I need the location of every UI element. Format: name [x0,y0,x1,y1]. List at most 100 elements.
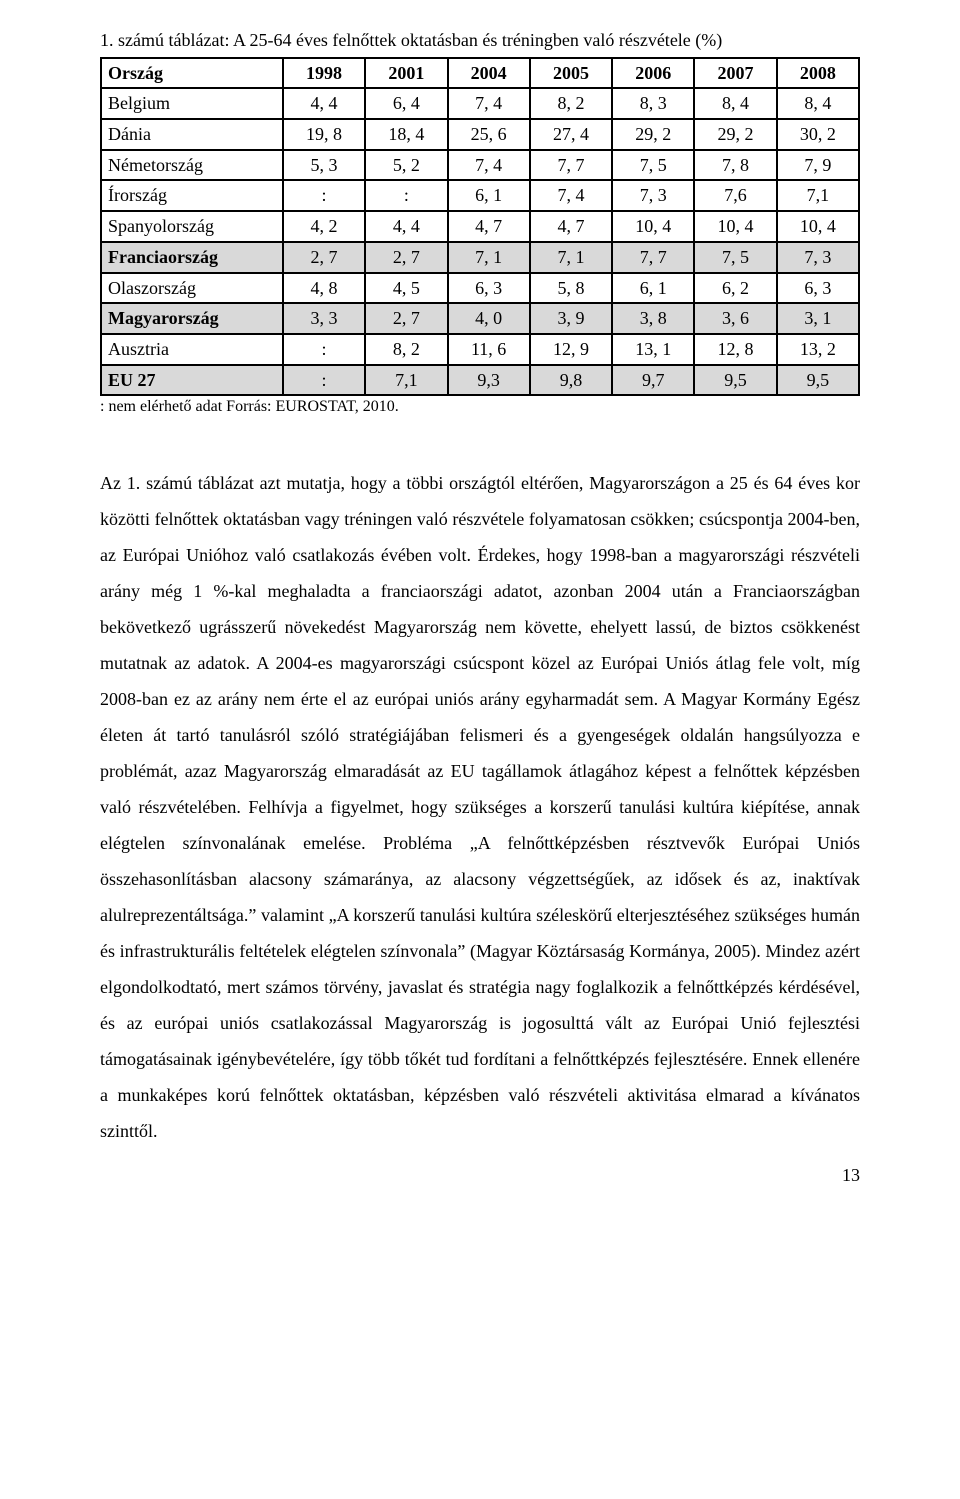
table-cell: 25, 6 [448,119,530,150]
table-row: Franciaország2, 72, 77, 17, 17, 77, 57, … [101,242,859,273]
table-cell: 5, 3 [283,150,365,181]
col-country: Ország [101,58,283,89]
table-cell: : [283,180,365,211]
table-row: Ausztria:8, 211, 612, 913, 112, 813, 2 [101,334,859,365]
table-cell: 5, 2 [365,150,447,181]
table-cell: 7, 8 [694,150,776,181]
table-row: Spanyolország4, 24, 44, 74, 710, 410, 41… [101,211,859,242]
table-cell: 7, 5 [612,150,694,181]
table-cell: 6, 4 [365,88,447,119]
col-2007: 2007 [694,58,776,89]
table-cell: Magyarország [101,303,283,334]
table-cell: 7, 1 [448,242,530,273]
col-2001: 2001 [365,58,447,89]
table-cell: Dánia [101,119,283,150]
table-cell: 8, 2 [365,334,447,365]
table-cell: 3, 3 [283,303,365,334]
table-cell: 11, 6 [448,334,530,365]
table-cell: 6, 1 [448,180,530,211]
table-cell: 9,7 [612,365,694,396]
table-cell: : [283,334,365,365]
table-cell: 6, 2 [694,273,776,304]
table-cell: 7, 4 [530,180,612,211]
table-cell: 7, 4 [448,150,530,181]
table-cell: 10, 4 [694,211,776,242]
table-cell: 3, 1 [777,303,859,334]
table-cell: 2, 7 [283,242,365,273]
table-cell: 7,1 [777,180,859,211]
table-row: Magyarország3, 32, 74, 03, 93, 83, 63, 1 [101,303,859,334]
table-cell: 8, 4 [694,88,776,119]
table-cell: 6, 1 [612,273,694,304]
table-cell: 4, 2 [283,211,365,242]
table-cell: : [283,365,365,396]
body-paragraph: Az 1. számú táblázat azt mutatja, hogy a… [100,465,860,1149]
table-cell: 29, 2 [612,119,694,150]
table-cell: 30, 2 [777,119,859,150]
table-cell: 7, 3 [777,242,859,273]
table-cell: 4, 4 [283,88,365,119]
table-cell: 10, 4 [612,211,694,242]
table-cell: Ausztria [101,334,283,365]
table-cell: 8, 4 [777,88,859,119]
col-2004: 2004 [448,58,530,89]
table-cell: 4, 0 [448,303,530,334]
table-cell: 13, 1 [612,334,694,365]
table-cell: 12, 8 [694,334,776,365]
table-cell: : [365,180,447,211]
table-cell: 19, 8 [283,119,365,150]
table-cell: 3, 6 [694,303,776,334]
participation-table: Ország 1998 2001 2004 2005 2006 2007 200… [100,57,860,397]
table-cell: Németország [101,150,283,181]
table-cell: 18, 4 [365,119,447,150]
table-cell: 8, 2 [530,88,612,119]
table-cell: 2, 7 [365,303,447,334]
table-cell: 4, 7 [448,211,530,242]
table-cell: 7, 7 [612,242,694,273]
table-cell: 6, 3 [777,273,859,304]
page-number: 13 [100,1165,860,1186]
table-cell: Franciaország [101,242,283,273]
table-cell: 9,8 [530,365,612,396]
col-2008: 2008 [777,58,859,89]
table-cell: 7, 1 [530,242,612,273]
table-cell: 4, 4 [365,211,447,242]
table-cell: 4, 8 [283,273,365,304]
table-cell: 5, 8 [530,273,612,304]
table-row: Belgium4, 46, 47, 48, 28, 38, 48, 4 [101,88,859,119]
table-cell: 29, 2 [694,119,776,150]
table-cell: 7, 7 [530,150,612,181]
table-row: Írország::6, 17, 47, 37,67,1 [101,180,859,211]
table-cell: 7,6 [694,180,776,211]
table-cell: Spanyolország [101,211,283,242]
table-cell: 27, 4 [530,119,612,150]
table-cell: 8, 3 [612,88,694,119]
col-1998: 1998 [283,58,365,89]
table-cell: 13, 2 [777,334,859,365]
table-cell: 7, 5 [694,242,776,273]
table-cell: 9,3 [448,365,530,396]
table-cell: 7, 3 [612,180,694,211]
source-note: : nem elérhető adat Forrás: EUROSTAT, 20… [100,398,860,416]
table-row: Németország5, 35, 27, 47, 77, 57, 87, 9 [101,150,859,181]
table-row: EU 27:7,19,39,89,79,59,5 [101,365,859,396]
table-row: Olaszország4, 84, 56, 35, 86, 16, 26, 3 [101,273,859,304]
table-cell: EU 27 [101,365,283,396]
col-2005: 2005 [530,58,612,89]
table-body: Belgium4, 46, 47, 48, 28, 38, 48, 4Dánia… [101,88,859,395]
col-2006: 2006 [612,58,694,89]
table-cell: 10, 4 [777,211,859,242]
table-cell: 7, 9 [777,150,859,181]
body-text: Az 1. számú táblázat azt mutatja, hogy a… [100,465,860,1149]
table-cell: Olaszország [101,273,283,304]
table-cell: Belgium [101,88,283,119]
table-cell: 2, 7 [365,242,447,273]
table-cell: 7,1 [365,365,447,396]
table-row: Dánia19, 818, 425, 627, 429, 229, 230, 2 [101,119,859,150]
table-cell: 12, 9 [530,334,612,365]
table-cell: 7, 4 [448,88,530,119]
table-cell: 3, 8 [612,303,694,334]
table-cell: 6, 3 [448,273,530,304]
table-caption: 1. számú táblázat: A 25-64 éves felnőtte… [100,30,860,51]
table-cell: 4, 7 [530,211,612,242]
